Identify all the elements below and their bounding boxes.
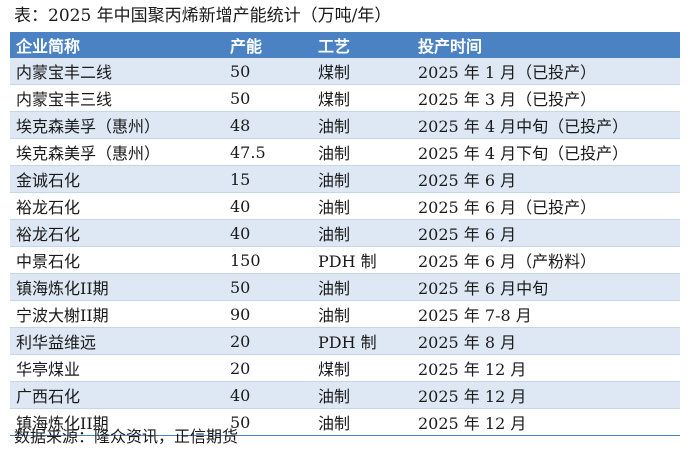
cell-company: 镇海炼化II期 (10, 273, 224, 301)
cell-start-date: 2025 年 12 月 (412, 381, 680, 409)
cell-process: 油制 (312, 192, 412, 220)
cell-start-date: 2025 年 12 月 (412, 354, 680, 382)
table-row: 华亭煤业 20 煤制 2025 年 12 月 (10, 354, 680, 382)
header-start-date: 投产时间 (412, 32, 680, 58)
cell-capacity: 40 (224, 192, 312, 220)
cell-capacity: 20 (224, 354, 312, 382)
table-row: 埃克森美孚（惠州） 48 油制 2025 年 4 月中旬（已投产） (10, 111, 680, 139)
cell-capacity: 50 (224, 58, 312, 85)
cell-company: 埃克森美孚（惠州） (10, 138, 224, 166)
cell-company: 埃克森美孚（惠州） (10, 111, 224, 139)
cell-start-date: 2025 年 6 月 (412, 219, 680, 247)
cell-capacity: 150 (224, 246, 312, 274)
cell-company: 金诚石化 (10, 165, 224, 193)
cell-process: 油制 (312, 138, 412, 166)
cell-process: 油制 (312, 381, 412, 409)
cell-start-date: 2025 年 6 月（产粉料） (412, 246, 680, 274)
cell-process: 煤制 (312, 58, 412, 85)
cell-start-date: 2025 年 6 月 (412, 165, 680, 193)
cell-capacity: 40 (224, 219, 312, 247)
cell-start-date: 2025 年 6 月中旬 (412, 273, 680, 301)
cell-process: 油制 (312, 111, 412, 139)
cell-start-date: 2025 年 4 月中旬（已投产） (412, 111, 680, 139)
cell-capacity: 50 (224, 84, 312, 112)
cell-company: 内蒙宝丰二线 (10, 58, 224, 85)
header-capacity: 产能 (224, 32, 312, 58)
cell-process: 油制 (312, 165, 412, 193)
table-row: 中景石化 150 PDH 制 2025 年 6 月（产粉料） (10, 246, 680, 274)
cell-capacity: 50 (224, 408, 312, 436)
cell-company: 裕龙石化 (10, 219, 224, 247)
table-row: 埃克森美孚（惠州） 47.5 油制 2025 年 4 月下旬（已投产） (10, 138, 680, 166)
cell-capacity: 48 (224, 111, 312, 139)
cell-company: 广西石化 (10, 381, 224, 409)
header-row: 企业简称 产能 工艺 投产时间 (10, 32, 680, 58)
cell-process: 油制 (312, 408, 412, 436)
cell-process: 油制 (312, 273, 412, 301)
table-row: 广西石化 40 油制 2025 年 12 月 (10, 381, 680, 409)
table-header: 企业简称 产能 工艺 投产时间 (10, 32, 680, 58)
cell-start-date: 2025 年 3 月（已投产） (412, 84, 680, 112)
cell-company: 内蒙宝丰三线 (10, 84, 224, 112)
cell-capacity: 47.5 (224, 138, 312, 166)
cell-start-date: 2025 年 8 月 (412, 327, 680, 355)
table-row: 金诚石化 15 油制 2025 年 6 月 (10, 165, 680, 193)
cell-process: 油制 (312, 219, 412, 247)
cell-process: PDH 制 (312, 327, 412, 355)
cell-start-date: 2025 年 12 月 (412, 408, 680, 436)
cell-capacity: 20 (224, 327, 312, 355)
cell-process: 油制 (312, 300, 412, 328)
cell-company: 镇海炼化II期 (10, 408, 224, 436)
table-row: 内蒙宝丰三线 50 煤制 2025 年 3 月（已投产） (10, 84, 680, 112)
cell-process: 煤制 (312, 354, 412, 382)
cell-company: 中景石化 (10, 246, 224, 274)
cell-company: 宁波大榭II期 (10, 300, 224, 328)
cell-company: 华亭煤业 (10, 354, 224, 382)
table-row: 内蒙宝丰二线 50 煤制 2025 年 1 月（已投产） (10, 58, 680, 85)
table-caption: 表：2025 年中国聚丙烯新增产能统计（万吨/年） (14, 6, 392, 26)
cell-capacity: 90 (224, 300, 312, 328)
header-process: 工艺 (312, 32, 412, 58)
table-row: 裕龙石化 40 油制 2025 年 6 月 (10, 219, 680, 247)
cell-company: 裕龙石化 (10, 192, 224, 220)
cell-capacity: 40 (224, 381, 312, 409)
header-company: 企业简称 (10, 32, 224, 58)
capacity-table: 企业简称 产能 工艺 投产时间 内蒙宝丰二线 50 煤制 2025 年 1 月（… (10, 32, 680, 436)
cell-start-date: 2025 年 7-8 月 (412, 300, 680, 328)
cell-start-date: 2025 年 1 月（已投产） (412, 58, 680, 85)
table-row: 宁波大榭II期 90 油制 2025 年 7-8 月 (10, 300, 680, 328)
cell-company: 利华益维远 (10, 327, 224, 355)
table-row: 利华益维远 20 PDH 制 2025 年 8 月 (10, 327, 680, 355)
table-row: 镇海炼化II期 50 油制 2025 年 6 月中旬 (10, 273, 680, 301)
data-source-note: 数据来源：隆众资讯，正信期货 (14, 427, 239, 446)
cell-process: 煤制 (312, 84, 412, 112)
table-body: 内蒙宝丰二线 50 煤制 2025 年 1 月（已投产） 内蒙宝丰三线 50 煤… (10, 58, 680, 436)
cell-process: PDH 制 (312, 246, 412, 274)
cell-start-date: 2025 年 6 月（已投产） (412, 192, 680, 220)
table-row: 镇海炼化II期 50 油制 2025 年 12 月 (10, 408, 680, 436)
cell-start-date: 2025 年 4 月下旬（已投产） (412, 138, 680, 166)
cell-capacity: 15 (224, 165, 312, 193)
table-row: 裕龙石化 40 油制 2025 年 6 月（已投产） (10, 192, 680, 220)
cell-capacity: 50 (224, 273, 312, 301)
